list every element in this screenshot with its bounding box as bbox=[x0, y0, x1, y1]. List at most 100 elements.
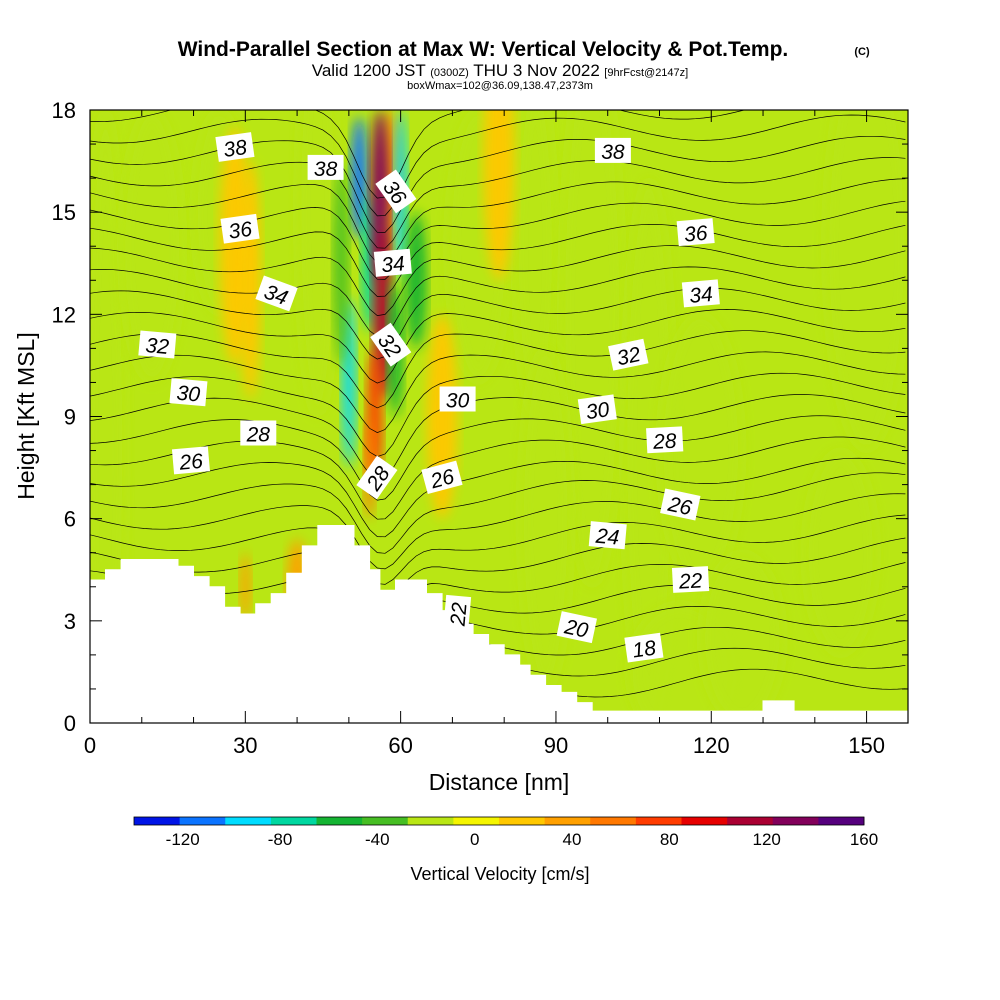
colorbar-tick-label: -120 bbox=[166, 830, 200, 849]
isentrope-line bbox=[90, 493, 906, 570]
valid-date: THU 3 Nov 2022 bbox=[473, 61, 600, 80]
isentrope-line bbox=[90, 436, 906, 520]
colorbar: -120 -80 -40 0 40 80 120 160 bbox=[133, 816, 878, 849]
contour-label: 26 bbox=[660, 488, 701, 521]
contour-label-box bbox=[375, 169, 417, 214]
contour-label: 20 bbox=[556, 611, 598, 644]
colorbar-swatch bbox=[727, 817, 774, 825]
contour-label: 34 bbox=[255, 275, 298, 312]
velocity-cell bbox=[825, 110, 908, 451]
velocity-cell bbox=[333, 161, 349, 366]
contour-label-text: 24 bbox=[594, 525, 620, 550]
y-tick-label: 6 bbox=[64, 507, 76, 532]
y-tick-label: 9 bbox=[64, 405, 76, 430]
x-tick-label: 120 bbox=[693, 733, 730, 758]
velocity-cell bbox=[519, 348, 572, 689]
x-tick-label: 0 bbox=[84, 733, 96, 758]
valid-utc: (0300Z) bbox=[430, 67, 469, 79]
contour-label-box bbox=[370, 322, 412, 367]
y-tick-label: 12 bbox=[52, 302, 76, 327]
contour-label-box bbox=[373, 248, 412, 277]
contour-label-box bbox=[660, 488, 701, 521]
contour-label-box bbox=[307, 154, 344, 180]
contour-label-text: 34 bbox=[380, 252, 405, 277]
contour-label-box bbox=[577, 394, 617, 425]
colorbar-swatch bbox=[407, 817, 454, 825]
contour-label-text: 26 bbox=[665, 493, 694, 521]
contour-label: 18 bbox=[624, 632, 664, 663]
velocity-cell bbox=[514, 110, 556, 417]
terrain-mask bbox=[90, 525, 908, 723]
contour-label: 30 bbox=[577, 394, 617, 425]
isentrope-line bbox=[90, 330, 906, 409]
velocity-cell bbox=[804, 450, 877, 655]
contour-label: 38 bbox=[307, 154, 344, 181]
contour-label-box bbox=[439, 386, 476, 412]
contour-label-text: 18 bbox=[631, 637, 658, 663]
contour-label-text: 26 bbox=[177, 450, 204, 475]
valid-prefix: Valid 1200 JST bbox=[312, 61, 426, 80]
contour-label: 36 bbox=[220, 213, 260, 244]
colorbar-swatch bbox=[818, 817, 865, 825]
contour-label-text: 36 bbox=[227, 218, 254, 244]
y-axis-label: Height [Kft MSL] bbox=[13, 332, 39, 499]
isentrope-line bbox=[90, 245, 906, 316]
isentrope-line bbox=[90, 287, 906, 360]
colorbar-swatch bbox=[134, 817, 181, 825]
colorbar-tick-label: 80 bbox=[660, 830, 679, 849]
x-tick-label: 150 bbox=[848, 733, 885, 758]
contour-label-box bbox=[421, 460, 463, 495]
box-info: boxWmax=102@36.09,138.47,2373m bbox=[407, 80, 593, 92]
colorbar-swatch bbox=[590, 817, 637, 825]
contour-label-box bbox=[646, 426, 684, 454]
contour-label-text: 20 bbox=[562, 615, 591, 643]
colorbar-swatch bbox=[179, 817, 226, 825]
isentrope-line bbox=[90, 394, 906, 480]
contour-label-box bbox=[681, 279, 720, 308]
isentrope-lines bbox=[90, 110, 906, 723]
isentrope-line bbox=[90, 224, 906, 297]
isentrope-line bbox=[90, 372, 906, 457]
isentrope-line bbox=[90, 537, 906, 601]
contour-label-text: 38 bbox=[314, 158, 338, 181]
velocity-cell bbox=[240, 552, 251, 621]
contour-label-text: 22 bbox=[677, 569, 703, 593]
contour-label: 30 bbox=[169, 378, 208, 407]
isentrope-line bbox=[90, 351, 906, 433]
colorbar-swatch bbox=[362, 817, 409, 825]
colorbar-swatch bbox=[225, 817, 272, 825]
velocity-cell bbox=[483, 110, 515, 281]
isentrope-line bbox=[90, 178, 906, 264]
colorbar-swatch bbox=[681, 817, 728, 825]
isentrope-line bbox=[90, 114, 906, 217]
colorbar-swatch bbox=[316, 817, 363, 825]
colorbar-tick-label: 40 bbox=[563, 830, 582, 849]
contour-label-text: 28 bbox=[652, 430, 678, 454]
colorbar-swatch bbox=[544, 817, 591, 825]
x-tick-label: 60 bbox=[388, 733, 412, 758]
contour-label-text: 28 bbox=[246, 424, 271, 447]
colorbar-tick-label: -40 bbox=[365, 830, 390, 849]
contour-label: 30 bbox=[439, 386, 476, 413]
contour-label-box bbox=[676, 218, 715, 247]
colorbar-swatch bbox=[270, 817, 317, 825]
x-tick-label: 30 bbox=[233, 733, 257, 758]
contour-label-box bbox=[556, 611, 598, 644]
colorbar-label: Vertical Velocity [cm/s] bbox=[410, 864, 589, 884]
colorbar-tick-label: 0 bbox=[470, 830, 479, 849]
contour-label-text: 22 bbox=[447, 601, 472, 628]
contour-label: 34 bbox=[681, 279, 720, 308]
isentrope-line bbox=[90, 472, 906, 554]
forecast-info: [9hrFcst@2147z] bbox=[604, 67, 688, 79]
contour-label: 28 bbox=[646, 426, 684, 454]
chart-title: Wind-Parallel Section at Max W: Vertical… bbox=[178, 38, 789, 61]
contour-label-box bbox=[356, 455, 398, 500]
colorbar-tick-label: -80 bbox=[268, 830, 293, 849]
velocity-cell bbox=[405, 212, 427, 349]
x-tick-label: 90 bbox=[544, 733, 568, 758]
velocity-cell bbox=[700, 552, 784, 723]
contour-label-text: 30 bbox=[446, 390, 470, 413]
contour-label-text: 30 bbox=[584, 398, 611, 424]
contour-label: 38 bbox=[215, 132, 255, 162]
